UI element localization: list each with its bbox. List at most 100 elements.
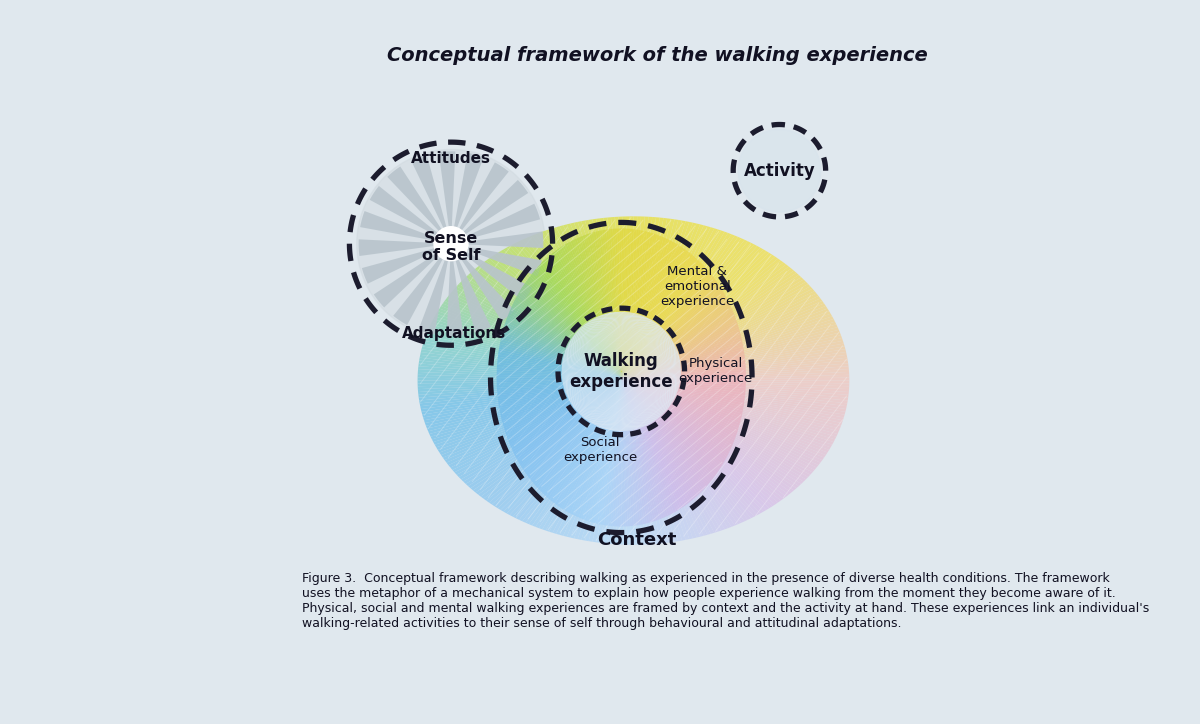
Polygon shape [634, 381, 846, 412]
Polygon shape [580, 329, 622, 371]
Polygon shape [634, 381, 815, 472]
Polygon shape [634, 266, 791, 381]
Polygon shape [434, 313, 634, 381]
Polygon shape [622, 371, 631, 431]
Polygon shape [418, 372, 634, 381]
Polygon shape [622, 377, 743, 413]
Polygon shape [622, 216, 634, 381]
Polygon shape [634, 381, 696, 539]
Polygon shape [577, 222, 634, 381]
Polygon shape [562, 371, 622, 376]
Polygon shape [552, 377, 622, 502]
Polygon shape [580, 371, 622, 414]
Polygon shape [622, 361, 680, 371]
Polygon shape [418, 381, 634, 384]
Polygon shape [422, 381, 634, 418]
Polygon shape [622, 357, 745, 377]
Polygon shape [497, 377, 622, 393]
Polygon shape [550, 254, 622, 377]
Polygon shape [634, 381, 806, 481]
Polygon shape [622, 233, 654, 377]
Polygon shape [505, 321, 622, 377]
Polygon shape [622, 377, 676, 513]
Polygon shape [622, 257, 696, 377]
Polygon shape [572, 240, 622, 377]
Polygon shape [612, 229, 622, 377]
Polygon shape [622, 232, 652, 377]
Polygon shape [520, 381, 634, 521]
Polygon shape [456, 284, 634, 381]
Polygon shape [622, 324, 659, 371]
Polygon shape [622, 323, 656, 371]
Polygon shape [622, 377, 740, 424]
Polygon shape [622, 371, 679, 386]
Polygon shape [622, 229, 624, 377]
Polygon shape [564, 371, 622, 389]
Polygon shape [608, 313, 622, 371]
Polygon shape [577, 330, 622, 371]
Polygon shape [622, 327, 662, 371]
Polygon shape [442, 381, 634, 458]
Polygon shape [595, 231, 622, 377]
Polygon shape [463, 381, 634, 484]
Polygon shape [577, 371, 622, 412]
Polygon shape [622, 306, 731, 377]
Polygon shape [634, 245, 757, 381]
Polygon shape [634, 381, 848, 397]
Polygon shape [622, 325, 660, 371]
Polygon shape [588, 219, 634, 381]
Polygon shape [622, 235, 660, 377]
Polygon shape [486, 258, 634, 381]
Polygon shape [617, 312, 622, 371]
Polygon shape [634, 220, 682, 381]
Polygon shape [622, 279, 716, 377]
Polygon shape [498, 349, 622, 377]
Polygon shape [622, 377, 715, 477]
Polygon shape [592, 319, 622, 371]
Polygon shape [577, 377, 622, 518]
Polygon shape [570, 371, 622, 402]
Polygon shape [634, 381, 810, 477]
Polygon shape [622, 371, 671, 405]
Polygon shape [565, 371, 622, 394]
Polygon shape [516, 381, 634, 520]
Polygon shape [622, 312, 734, 377]
Polygon shape [512, 377, 622, 452]
Polygon shape [634, 381, 773, 508]
Polygon shape [622, 363, 680, 371]
Polygon shape [590, 371, 622, 423]
Polygon shape [498, 354, 622, 377]
Polygon shape [622, 371, 673, 401]
Polygon shape [445, 381, 634, 463]
Polygon shape [592, 232, 622, 377]
Polygon shape [634, 216, 644, 381]
Polygon shape [578, 237, 622, 377]
Polygon shape [634, 321, 836, 381]
Polygon shape [418, 381, 634, 395]
Polygon shape [574, 222, 634, 381]
Polygon shape [568, 345, 622, 371]
Polygon shape [530, 377, 622, 481]
Polygon shape [421, 381, 634, 412]
Polygon shape [634, 381, 794, 492]
Polygon shape [599, 316, 622, 371]
Polygon shape [622, 377, 744, 408]
Polygon shape [634, 381, 808, 479]
Polygon shape [595, 371, 622, 426]
Polygon shape [622, 371, 680, 372]
Polygon shape [394, 257, 443, 325]
Polygon shape [601, 315, 622, 371]
Polygon shape [622, 377, 630, 526]
Polygon shape [622, 371, 637, 429]
Polygon shape [587, 371, 622, 420]
Polygon shape [467, 203, 540, 239]
Polygon shape [583, 325, 622, 371]
Polygon shape [552, 227, 634, 381]
Polygon shape [500, 342, 622, 377]
Polygon shape [622, 243, 678, 377]
Polygon shape [589, 377, 622, 522]
Polygon shape [622, 371, 636, 429]
Polygon shape [599, 371, 622, 427]
Polygon shape [532, 235, 634, 381]
Polygon shape [622, 371, 652, 424]
